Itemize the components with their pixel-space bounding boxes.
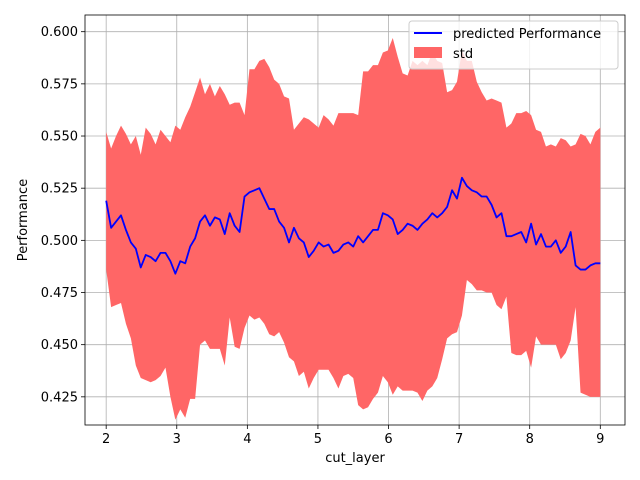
legend-box <box>408 20 619 70</box>
y-tick-label-1: 0.450 <box>41 338 78 353</box>
y-tick-label-7: 0.600 <box>41 25 78 40</box>
std-band <box>106 37 601 420</box>
y-axis-label: Performance <box>16 179 31 261</box>
legend: predicted Performance std <box>408 20 619 70</box>
x-tick-label-5: 7 <box>455 432 463 447</box>
x-tick-label-2: 4 <box>243 432 251 447</box>
x-tick-label-4: 6 <box>384 432 392 447</box>
y-tick-label-0: 0.425 <box>41 390 78 405</box>
y-tick-label-2: 0.475 <box>41 286 78 301</box>
y-tick-label-3: 0.500 <box>41 234 78 249</box>
plot-frame <box>84 14 626 426</box>
prediction-line-layer <box>105 176 601 275</box>
legend-entry-std: std <box>453 47 473 62</box>
legend-band-swatch <box>414 47 442 58</box>
x-axis: 2 3 4 5 6 7 8 9 <box>102 425 604 447</box>
prediction-line <box>105 176 601 275</box>
y-axis: 0.425 0.450 0.475 0.500 0.525 0.550 0.575 0.600 <box>41 25 85 405</box>
x-axis-label: cut_layer <box>325 451 385 466</box>
std-band-layer <box>106 37 601 420</box>
x-tick-label-6: 8 <box>526 432 534 447</box>
x-tick-label-1: 3 <box>173 432 181 447</box>
x-tick-label-7: 9 <box>596 432 604 447</box>
legend-entry-predicted: predicted Performance <box>453 27 601 42</box>
y-tick-label-5: 0.550 <box>41 130 78 145</box>
y-tick-label-6: 0.575 <box>41 77 78 92</box>
x-tick-label-3: 5 <box>314 432 322 447</box>
x-tick-label-0: 2 <box>102 432 110 447</box>
y-tick-label-4: 0.525 <box>41 182 78 197</box>
